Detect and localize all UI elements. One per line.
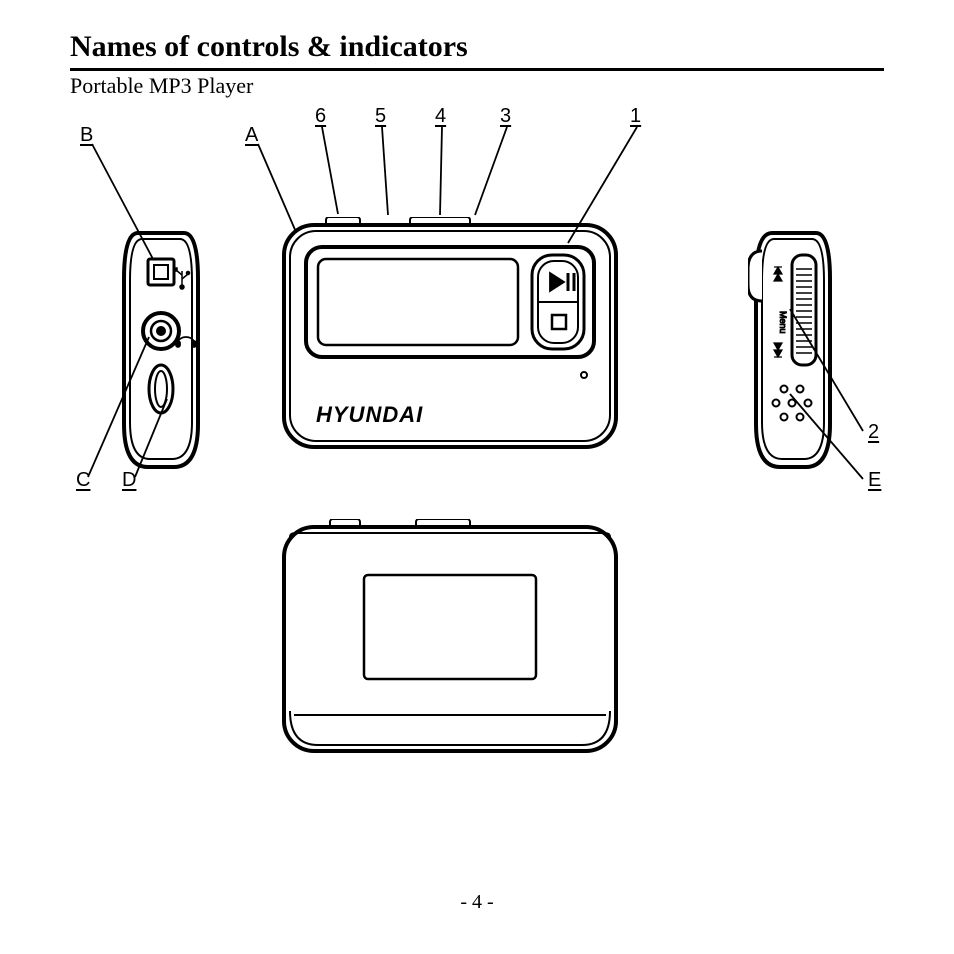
- callout-3: 3: [500, 105, 511, 128]
- controls-diagram: HYUNDAI: [70, 99, 890, 799]
- device-side-left: [118, 229, 204, 474]
- device-front: HYUNDAI: [280, 217, 620, 452]
- callout-C: C: [76, 469, 90, 492]
- callout-B: B: [80, 124, 93, 147]
- callout-A: A: [245, 124, 258, 147]
- device-side-right: Menu: [748, 229, 838, 474]
- callout-4: 4: [435, 105, 446, 128]
- callout-5: 5: [375, 105, 386, 128]
- brand-text: HYUNDAI: [316, 402, 423, 427]
- page-number: - 4 -: [0, 891, 954, 914]
- callout-E: E: [868, 469, 881, 492]
- page-subtitle: Portable MP3 Player: [70, 73, 884, 99]
- device-back: [280, 519, 620, 759]
- title-rule: [70, 68, 884, 71]
- callout-1: 1: [630, 105, 641, 128]
- callout-2: 2: [868, 421, 879, 444]
- callout-6: 6: [315, 105, 326, 128]
- page-title: Names of controls & indicators: [70, 30, 884, 68]
- callout-D: D: [122, 469, 136, 492]
- menu-label: Menu: [778, 311, 788, 334]
